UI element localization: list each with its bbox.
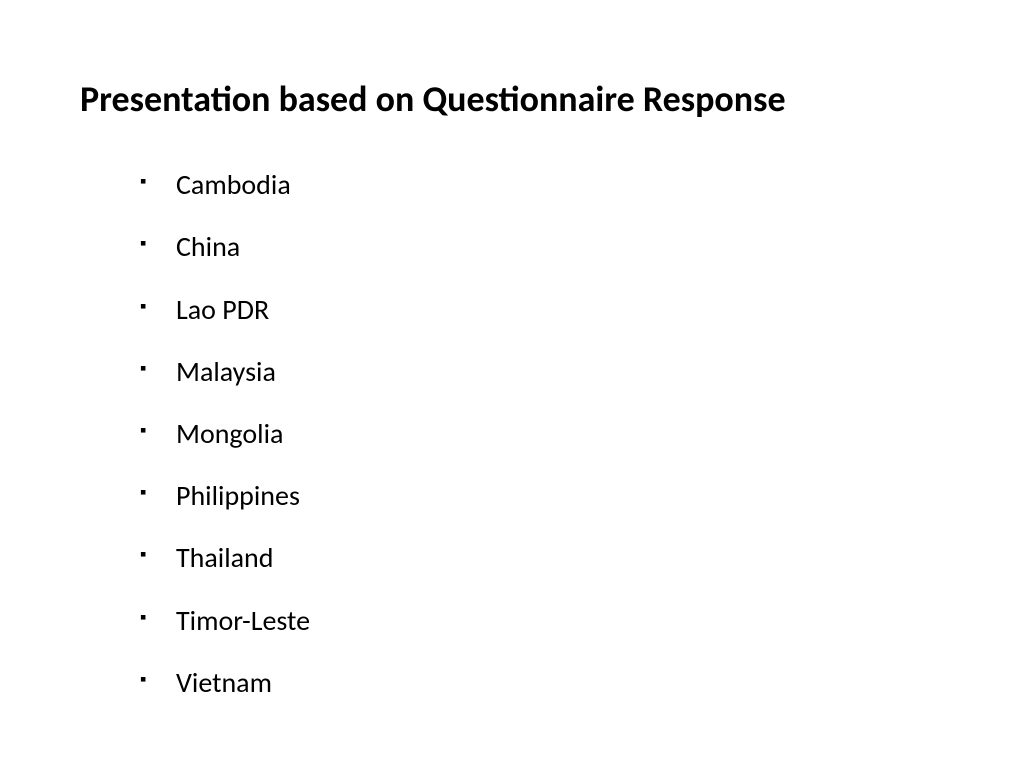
list-item: Malaysia <box>140 356 944 388</box>
list-item: Lao PDR <box>140 294 944 326</box>
list-item: Timor-Leste <box>140 605 944 637</box>
country-list: Cambodia China Lao PDR Malaysia Mongolia… <box>80 169 944 699</box>
slide-title: Presentation based on Questionnaire Resp… <box>80 78 944 121</box>
list-item: Mongolia <box>140 418 944 450</box>
list-item: China <box>140 231 944 263</box>
list-item: Vietnam <box>140 667 944 699</box>
list-item: Cambodia <box>140 169 944 201</box>
list-item: Philippines <box>140 480 944 512</box>
list-item: Thailand <box>140 542 944 574</box>
